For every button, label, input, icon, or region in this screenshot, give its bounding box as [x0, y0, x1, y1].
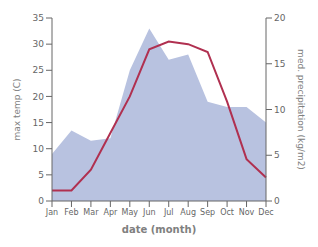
svg-text:Oct: Oct: [220, 208, 234, 217]
svg-text:15: 15: [274, 59, 285, 69]
svg-text:med. precipitation (kg/m2): med. precipitation (kg/m2): [296, 49, 306, 170]
svg-text:Dec: Dec: [258, 208, 273, 217]
svg-text:Aug: Aug: [180, 208, 196, 217]
svg-text:date (month): date (month): [122, 224, 196, 235]
svg-text:10: 10: [33, 144, 45, 154]
svg-text:0: 0: [38, 196, 44, 206]
svg-text:Apr: Apr: [103, 208, 118, 217]
svg-text:5: 5: [38, 170, 44, 180]
svg-text:Jul: Jul: [163, 208, 174, 217]
svg-text:Nov: Nov: [239, 208, 255, 217]
svg-text:25: 25: [33, 65, 44, 75]
svg-text:10: 10: [274, 105, 286, 115]
svg-text:Feb: Feb: [64, 208, 78, 217]
svg-text:Mar: Mar: [83, 208, 99, 217]
svg-text:Jan: Jan: [45, 208, 58, 217]
svg-text:max temp (C): max temp (C): [12, 78, 22, 140]
svg-text:May: May: [122, 208, 139, 217]
svg-text:5: 5: [274, 150, 280, 160]
svg-text:20: 20: [274, 13, 286, 23]
svg-text:0: 0: [274, 196, 280, 206]
svg-text:Jun: Jun: [142, 208, 156, 217]
svg-text:15: 15: [33, 118, 44, 128]
svg-text:20: 20: [33, 92, 45, 102]
svg-text:30: 30: [33, 39, 45, 49]
svg-text:Sep: Sep: [200, 208, 215, 217]
svg-text:35: 35: [33, 13, 44, 23]
